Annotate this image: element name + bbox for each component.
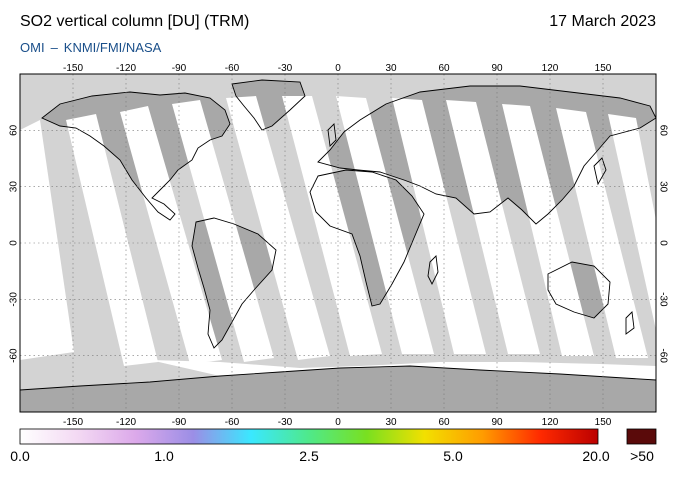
lon-tick-label: 0 bbox=[335, 63, 341, 74]
colorbar-label: 2.5 bbox=[299, 448, 319, 464]
map-date: 17 March 2023 bbox=[549, 13, 656, 30]
lon-tick-label: -90 bbox=[172, 63, 187, 74]
colorbar-overflow-swatch bbox=[626, 428, 657, 445]
lon-tick-label: -30 bbox=[278, 63, 293, 74]
swath bbox=[282, 96, 382, 356]
coast-eurasia bbox=[317, 85, 656, 225]
lon-tick-label: -150 bbox=[63, 417, 83, 428]
credit-separator: – bbox=[50, 40, 58, 55]
lon-axis-bottom: -150 -120 -90 -60 -30 0 30 60 90 120 150 bbox=[63, 417, 612, 428]
credit-agencies: KNMI/FMI/NASA bbox=[63, 40, 162, 55]
swath bbox=[446, 100, 540, 354]
lon-tick-label: 0 bbox=[335, 417, 341, 428]
map-plot-area bbox=[20, 74, 656, 412]
swath bbox=[66, 114, 158, 366]
swath bbox=[502, 104, 594, 356]
lat-tick-label: 30 bbox=[9, 181, 20, 193]
colorbar-label: 5.0 bbox=[443, 448, 463, 464]
coast-madagascar bbox=[427, 255, 439, 286]
swath bbox=[608, 114, 656, 330]
coast-antarctica bbox=[20, 365, 656, 391]
coast-australia bbox=[547, 261, 611, 319]
lat-tick-label: -30 bbox=[657, 292, 668, 307]
colorbar-label: 0.0 bbox=[10, 448, 30, 464]
swath bbox=[226, 96, 330, 360]
map-title: SO2 vertical column [DU] (TRM) bbox=[20, 13, 250, 30]
colorbar-overflow-label: >50 bbox=[630, 448, 654, 464]
swath-antarctic bbox=[150, 360, 656, 380]
lat-tick-label: 0 bbox=[9, 240, 20, 246]
lat-tick-label: -60 bbox=[9, 348, 20, 363]
coast-greenland bbox=[231, 79, 306, 131]
lat-axis-left: 60 30 0 -30 -60 bbox=[9, 124, 20, 363]
colorbar-label: 1.0 bbox=[154, 448, 174, 464]
lon-tick-label: 120 bbox=[542, 63, 559, 74]
lon-tick-label: -60 bbox=[225, 63, 240, 74]
lat-tick-label: -60 bbox=[657, 348, 668, 363]
coast-uk bbox=[327, 123, 337, 147]
lon-tick-label: -150 bbox=[63, 63, 83, 74]
lon-tick-label: 90 bbox=[491, 63, 503, 74]
land-greenland bbox=[232, 80, 305, 130]
lat-tick-label: -30 bbox=[9, 292, 20, 307]
lon-tick-label: -120 bbox=[116, 417, 136, 428]
lon-tick-label: 60 bbox=[438, 63, 450, 74]
coastlines bbox=[20, 79, 656, 391]
coast-north-america bbox=[41, 91, 231, 221]
colorbar bbox=[19, 428, 599, 445]
swath bbox=[20, 120, 74, 360]
lat-tick-label: 0 bbox=[657, 240, 668, 246]
lon-tick-label: 30 bbox=[385, 417, 397, 428]
lon-tick-label: -120 bbox=[116, 63, 136, 74]
lat-tick-label: 60 bbox=[9, 124, 20, 136]
lon-tick-label: -60 bbox=[225, 417, 240, 428]
lon-tick-label: 60 bbox=[438, 417, 450, 428]
coast-japan bbox=[593, 157, 607, 186]
credit-instrument: OMI bbox=[20, 40, 45, 55]
swath bbox=[336, 96, 434, 354]
lon-tick-label: 90 bbox=[491, 417, 503, 428]
swath bbox=[392, 98, 486, 354]
coast-new-zealand bbox=[625, 311, 635, 335]
map-frame bbox=[19, 73, 657, 413]
lon-tick-label: -30 bbox=[278, 417, 293, 428]
lat-tick-label: 60 bbox=[657, 125, 668, 137]
colorbar-label: 20.0 bbox=[582, 448, 610, 464]
lat-tick-label: 30 bbox=[657, 181, 668, 193]
lat-axis-right: 60 30 0 -30 -60 bbox=[657, 125, 668, 364]
lon-tick-label: 120 bbox=[542, 417, 559, 428]
lon-axis-top: -150 -120 -90 -60 -30 0 30 60 90 120 150 bbox=[63, 63, 612, 74]
lon-tick-label: 150 bbox=[595, 417, 612, 428]
lon-tick-label: 150 bbox=[595, 63, 612, 74]
lon-tick-label: 30 bbox=[385, 63, 397, 74]
lon-tick-label: -90 bbox=[172, 417, 187, 428]
swath bbox=[556, 108, 648, 358]
coast-africa bbox=[309, 169, 425, 307]
data-credit: OMI – KNMI/FMI/NASA bbox=[20, 40, 161, 55]
